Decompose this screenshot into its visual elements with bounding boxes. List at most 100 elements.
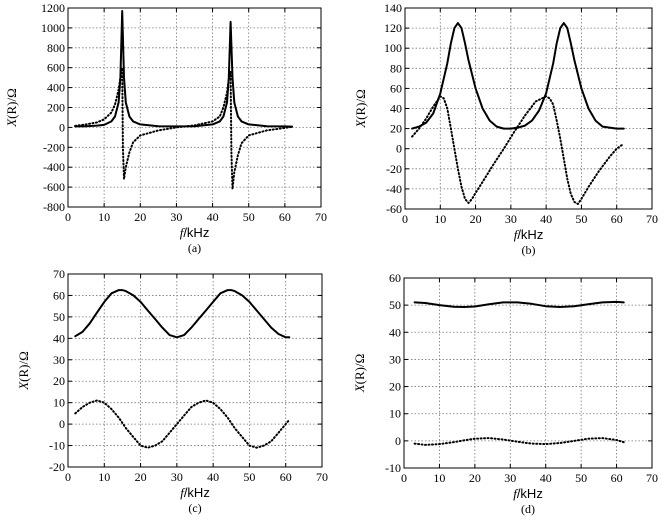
- x-tick-label: 60: [611, 212, 623, 226]
- series-line-solid: [411, 22, 625, 130]
- x-axis-label: f/kHz: [180, 485, 210, 500]
- x-axis-unit: /kHz: [184, 485, 210, 500]
- x-tick-label: 10: [98, 470, 110, 484]
- y-tick-label: -800: [43, 200, 65, 214]
- x-axis-variable: f: [180, 485, 186, 500]
- x-tick-label: 10: [434, 212, 446, 226]
- y-tick-label: 50: [389, 298, 401, 312]
- y-tick-label: -400: [43, 160, 65, 174]
- y-tick-label: -20: [386, 162, 402, 176]
- x-axis-label: f/kHz: [513, 486, 543, 501]
- y-tick-label: -60: [386, 202, 402, 216]
- x-tick-label: 70: [316, 470, 328, 484]
- x-tick-label: 40: [207, 210, 219, 224]
- y-axis-variable: X: [353, 119, 368, 129]
- x-tick-label: 30: [171, 470, 183, 484]
- y-tick-label: -10: [49, 439, 65, 453]
- y-tick-label: 100: [384, 41, 402, 55]
- y-tick-label: 0: [396, 142, 402, 156]
- series-line-solid: [74, 289, 291, 339]
- x-tick-label: 0: [65, 210, 71, 224]
- y-axis-label: X(R)/Ω: [4, 88, 19, 128]
- y-axis-label: X(R)/Ω: [16, 351, 31, 391]
- y-tick-label: 120: [384, 21, 402, 35]
- x-tick-label: 0: [401, 471, 407, 485]
- y-tick-label: -10: [385, 461, 401, 475]
- panel-caption: (b): [522, 243, 536, 257]
- y-axis-unit: (R)/Ω: [4, 88, 19, 119]
- x-tick-label: 60: [611, 471, 623, 485]
- chart-panel-1: 0 10 20 30 40 50 60 70 -60 -40 -20 0 20 40 60 80 100 120 1…: [353, 1, 658, 257]
- y-tick-label: -600: [43, 180, 65, 194]
- y-tick-label: 30: [53, 353, 65, 367]
- series-line-dotted: [413, 437, 625, 446]
- panel-caption: (c): [188, 501, 201, 515]
- series-line-solid: [74, 10, 294, 128]
- series-line-dotted: [74, 399, 291, 449]
- y-tick-label: 50: [53, 310, 65, 324]
- y-tick-label: 600: [47, 61, 65, 75]
- x-tick-label: 70: [646, 212, 658, 226]
- chart-panel-3: 0 10 20 30 40 50 60 70-100102030405060f/kHzX(R)…: [352, 271, 658, 516]
- x-tick-label: 40: [540, 471, 552, 485]
- x-tick-label: 60: [279, 210, 291, 224]
- y-tick-label: 10: [389, 407, 401, 421]
- x-tick-label: 0: [65, 470, 71, 484]
- series-line-dotted: [411, 95, 625, 205]
- y-tick-label: -20: [49, 460, 65, 474]
- y-tick-label: 30: [389, 352, 401, 366]
- x-tick-label: 20: [470, 212, 482, 226]
- y-tick-label: 60: [53, 288, 65, 302]
- series-line-dotted: [74, 66, 294, 191]
- y-tick-label: 40: [53, 331, 65, 345]
- x-tick-label: 40: [540, 212, 552, 226]
- x-axis-variable: f: [514, 227, 520, 242]
- x-tick-label: 0: [402, 212, 408, 226]
- x-tick-label: 50: [243, 470, 255, 484]
- y-tick-label: 20: [389, 380, 401, 394]
- x-tick-label: 20: [134, 210, 146, 224]
- y-axis-variable: X: [16, 381, 31, 391]
- x-tick-label: 10: [433, 471, 445, 485]
- y-tick-label: 200: [47, 101, 65, 115]
- y-tick-label: 20: [53, 374, 65, 388]
- plot-frame: [404, 7, 653, 210]
- x-axis-unit: /kHz: [517, 486, 543, 501]
- y-axis-variable: X: [4, 118, 19, 128]
- x-tick-label: 60: [280, 470, 292, 484]
- plot-frame: [67, 7, 322, 208]
- y-tick-label: 1000: [41, 21, 65, 35]
- y-tick-label: 0: [59, 120, 65, 134]
- y-tick-label: 10: [53, 396, 65, 410]
- x-tick-label: 30: [170, 210, 182, 224]
- x-tick-label: 70: [646, 471, 658, 485]
- plot-frame: [403, 277, 653, 469]
- y-axis-label: X(R)/Ω: [353, 89, 368, 129]
- y-tick-label: 80: [390, 61, 402, 75]
- x-axis-variable: f: [180, 225, 186, 240]
- y-tick-label: 60: [390, 81, 402, 95]
- y-tick-label: 400: [47, 81, 65, 95]
- y-tick-label: 40: [389, 325, 401, 339]
- x-axis-label: f/kHz: [514, 227, 544, 242]
- x-tick-label: 50: [575, 212, 587, 226]
- y-tick-label: 60: [389, 271, 401, 285]
- x-tick-label: 30: [504, 471, 516, 485]
- series-line-solid: [413, 300, 625, 308]
- x-tick-label: 20: [135, 470, 147, 484]
- y-axis-variable: X: [352, 383, 367, 393]
- y-axis-unit: (R)/Ω: [352, 354, 367, 385]
- panel-caption: (a): [188, 241, 201, 255]
- x-tick-label: 40: [207, 470, 219, 484]
- y-axis-unit: (R)/Ω: [16, 351, 31, 382]
- x-axis-variable: f: [513, 486, 519, 501]
- chart-panel-0: 0 10 20 30 40 50 60 70 -800 -600 -400 -200 0 200 400 60…: [4, 1, 327, 255]
- x-tick-label: 50: [243, 210, 255, 224]
- y-axis-label: X(R)/Ω: [352, 354, 367, 394]
- x-tick-label: 50: [575, 471, 587, 485]
- y-tick-label: 1200: [41, 1, 65, 15]
- panel-caption: (d): [521, 502, 535, 516]
- chart-panel-2: 0 10 20 30 40 50 60 70 -20 -10 0 10 20 30 40 50 60 70 f/kH…: [16, 267, 328, 515]
- plot-frame: [67, 273, 323, 468]
